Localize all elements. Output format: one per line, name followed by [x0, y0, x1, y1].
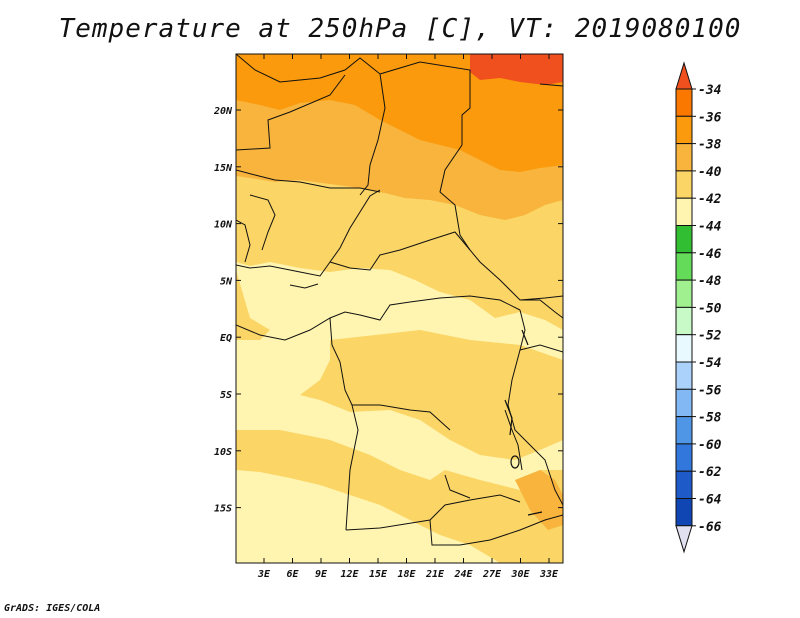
colorbar-swatch: [675, 225, 693, 254]
colorbar-swatch: [675, 334, 693, 363]
band-minus-38-to-40: [236, 54, 563, 530]
colorbar-label: -54: [698, 356, 722, 371]
lon-label: 27E: [482, 569, 502, 580]
colorbar-swatch: [675, 170, 693, 199]
colorbar-swatch: [675, 115, 693, 145]
colorbar-swatch: [675, 361, 693, 390]
colorbar-label: -56: [698, 383, 722, 398]
axis-ticks: [236, 54, 563, 563]
colorbar-bottom-arrow: [675, 525, 693, 554]
country-borders: [236, 54, 563, 546]
colorbar-label: -36: [698, 110, 722, 125]
colorbar-label: -52: [698, 329, 722, 344]
colorbar-label: -40: [698, 165, 722, 180]
chart-title: Temperature at 250hPa [C], VT: 201908010…: [58, 14, 742, 44]
lat-label: 10S: [214, 447, 232, 458]
colorbar-swatch: [675, 279, 693, 308]
colorbar-swatch: [675, 306, 693, 336]
lon-label: 15E: [369, 569, 388, 580]
map-frame: [235, 53, 564, 564]
lat-label: 15S: [214, 504, 232, 515]
lat-label: 20N: [213, 106, 233, 117]
colorbar-swatch: [675, 470, 693, 500]
colorbar-swatch: [675, 143, 693, 172]
longitude-labels: 3E 6E 9E 12E 15E 18E 21E 24E 27E 30E 33E: [257, 569, 559, 580]
lon-label: 30E: [510, 569, 530, 580]
lat-label: EQ: [220, 333, 232, 344]
band-minus-34-to-36: [470, 54, 563, 85]
lon-label: 12E: [340, 569, 359, 580]
colorbar-label: -44: [698, 220, 722, 235]
colorbar-label: -60: [698, 438, 722, 453]
colorbar-top-arrow: [675, 61, 693, 90]
lon-label: 9E: [315, 569, 328, 580]
colorbar-label: -38: [698, 138, 722, 153]
colorbar-swatch: [675, 416, 693, 445]
lon-label: 3E: [257, 569, 271, 580]
colorbar-label: -48: [698, 274, 722, 289]
grads-credit: GrADS: IGES/COLA: [4, 603, 101, 614]
colorbar-swatch: [675, 498, 693, 527]
lat-label: 10N: [214, 220, 233, 231]
colorbar-label: -50: [698, 301, 722, 316]
colorbar-label: -62: [698, 465, 722, 480]
lat-label: 5S: [220, 390, 232, 401]
lat-label: 15N: [214, 163, 233, 174]
temperature-field: [236, 54, 563, 563]
band-minus-36-to-38: [236, 54, 563, 172]
lon-label: 33E: [539, 569, 559, 580]
colorbar: -34 -36 -38 -40 -42 -44 -46 -48 -50 -52 -54 -56 -58 -…: [675, 61, 722, 554]
colorbar-swatch: [675, 388, 693, 418]
colorbar-swatch: [675, 443, 693, 472]
colorbar-label: -66: [698, 520, 722, 535]
lon-label: 21E: [425, 569, 445, 580]
colorbar-swatch: [675, 197, 693, 226]
colorbar-swatch: [675, 252, 693, 281]
colorbar-label: -46: [698, 247, 722, 262]
lakes: [504, 329, 543, 516]
colorbar-swatch: [675, 88, 693, 117]
colorbar-label: -34: [698, 83, 722, 98]
latitude-labels: 20N 15N 10N 5N EQ 5S 10S 15S: [213, 106, 233, 515]
lat-label: 5N: [220, 276, 233, 287]
lon-label: 6E: [286, 569, 299, 580]
lon-label: 18E: [397, 569, 416, 580]
colorbar-label: -58: [698, 411, 722, 426]
colorbar-label: -64: [698, 493, 722, 508]
lon-label: 24E: [453, 569, 473, 580]
colorbar-label: -42: [698, 192, 722, 207]
